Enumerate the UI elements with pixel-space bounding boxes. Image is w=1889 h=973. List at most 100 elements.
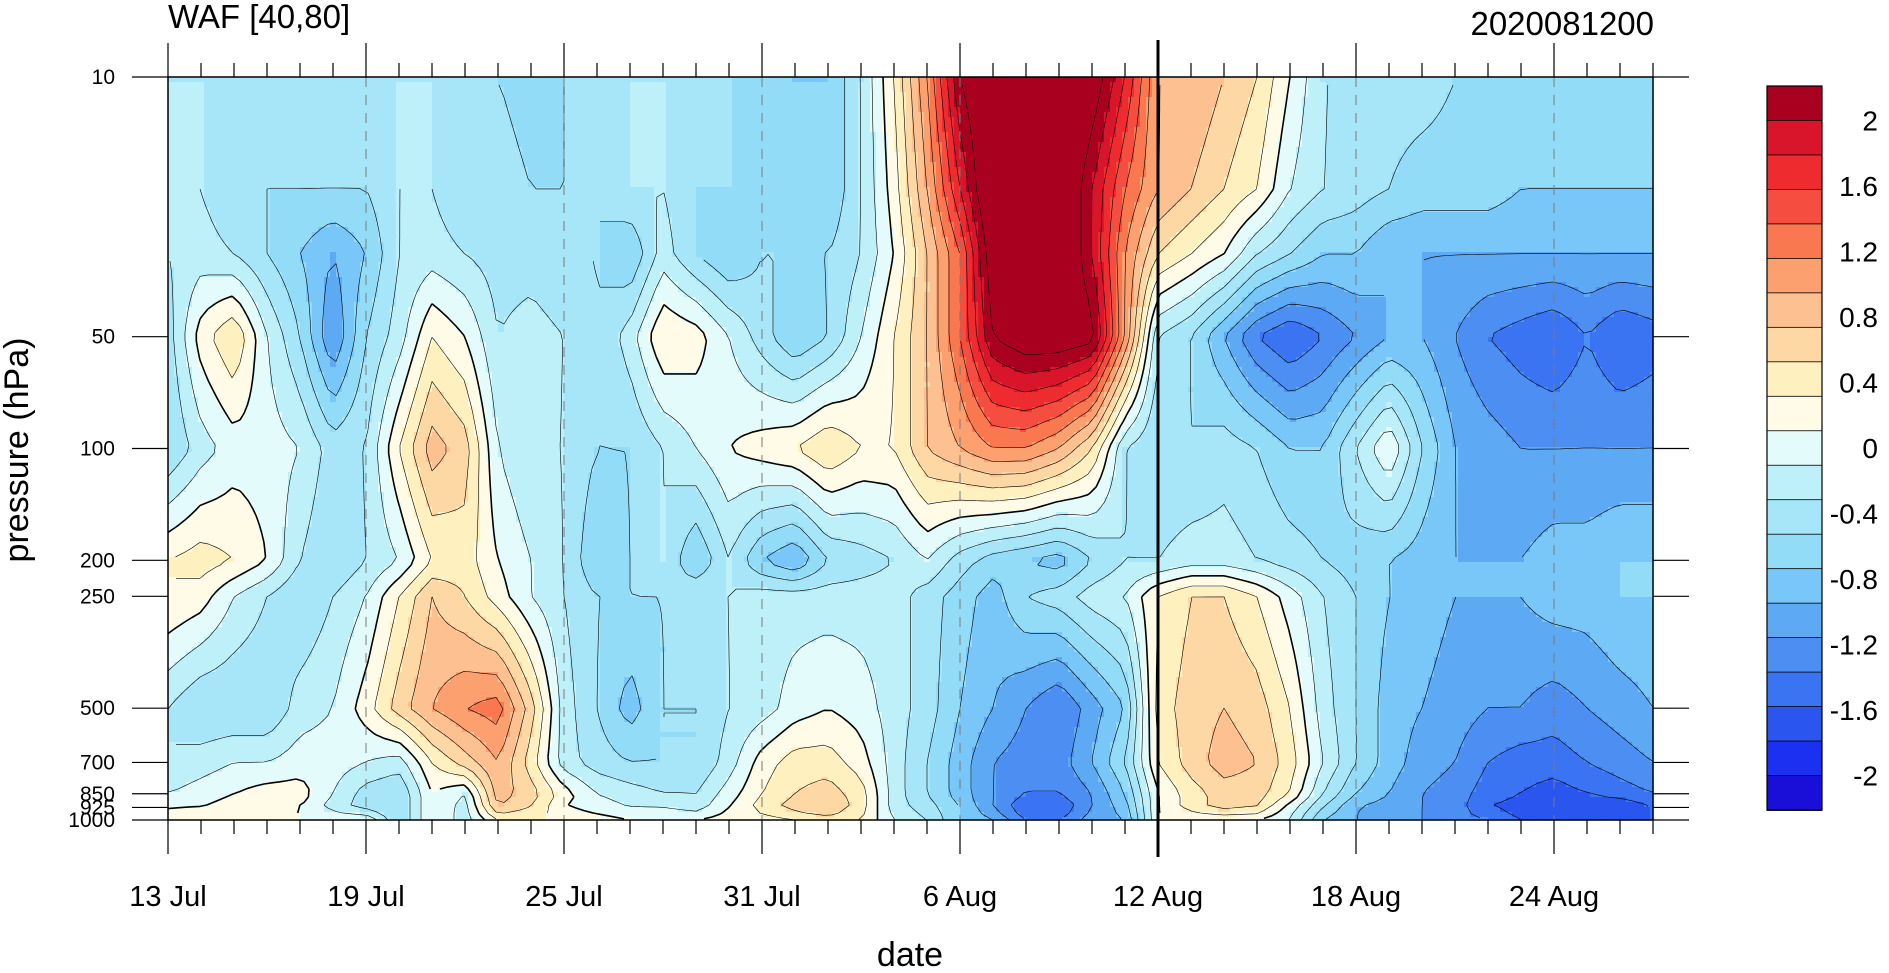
field-cell — [414, 92, 421, 98]
field-cell — [516, 82, 523, 88]
field-cell — [1494, 82, 1501, 88]
field-cell — [1254, 87, 1261, 93]
field-cell — [888, 92, 895, 98]
field-cell — [582, 87, 589, 93]
field-cell — [1518, 82, 1525, 88]
field-cell — [858, 77, 865, 83]
field-cell — [378, 87, 385, 93]
field-cell — [1056, 87, 1063, 93]
field-cell — [372, 92, 379, 98]
field-cell — [858, 87, 865, 93]
field-cell — [1116, 87, 1123, 93]
field-cell — [366, 92, 373, 98]
field-cell — [402, 92, 409, 98]
field-cell — [402, 77, 409, 83]
field-cell — [792, 77, 799, 83]
field-cell — [174, 92, 181, 98]
field-cell — [768, 92, 775, 98]
field-cell — [480, 87, 487, 93]
field-cell — [1236, 92, 1243, 98]
field-cell — [576, 92, 583, 98]
field-cell — [1476, 87, 1483, 93]
field-cell — [942, 92, 949, 98]
field-cell — [696, 92, 703, 98]
field-cell — [690, 82, 697, 88]
field-cell — [1164, 82, 1171, 88]
field-cell — [846, 77, 853, 83]
field-cell — [1368, 82, 1375, 88]
field-cell — [432, 82, 439, 88]
field-cell — [204, 92, 211, 98]
field-cell — [318, 82, 325, 88]
field-cell — [1428, 82, 1435, 88]
field-cell — [816, 77, 823, 83]
field-cell — [1344, 82, 1351, 88]
field-cell — [1212, 87, 1219, 93]
field-cell — [750, 77, 757, 83]
field-cell — [1530, 82, 1537, 88]
field-cell — [1068, 82, 1075, 88]
field-cell — [492, 92, 499, 98]
field-cell — [1176, 82, 1183, 88]
field-cell — [690, 92, 697, 98]
field-cell — [1416, 82, 1423, 88]
field-cell — [564, 77, 571, 83]
field-cell — [1242, 82, 1249, 88]
field-cell — [1308, 92, 1315, 98]
field-cell — [606, 82, 613, 88]
field-cell — [1494, 87, 1501, 93]
field-cell — [276, 92, 283, 98]
field-cell — [1434, 77, 1441, 83]
field-cell — [780, 92, 787, 98]
field-cell — [306, 92, 313, 98]
field-cell — [732, 82, 739, 88]
field-cell — [1578, 87, 1585, 93]
field-cell — [1080, 92, 1087, 98]
field-cell — [1104, 87, 1111, 93]
field-cell — [438, 77, 445, 83]
field-cell — [1254, 92, 1261, 98]
waf-contour-chart: 13 Jul 19 Jul 25 Jul 31 Jul 6 Aug 12 Aug 18 Au… — [0, 0, 1889, 968]
field-cell — [996, 82, 1003, 88]
field-cell — [1422, 77, 1429, 83]
field-cell — [1050, 82, 1057, 88]
field-cell — [294, 87, 301, 93]
field-cell — [894, 77, 901, 83]
field-cell — [1566, 87, 1573, 93]
field-cell — [1074, 92, 1081, 98]
field-cell — [984, 77, 991, 83]
field-cell — [1428, 87, 1435, 93]
field-cell — [1404, 77, 1411, 83]
field-cell — [1464, 87, 1471, 93]
field-cell — [816, 87, 823, 93]
field-cell — [264, 87, 271, 93]
field-cell — [432, 87, 439, 93]
field-cell — [690, 87, 697, 93]
field-cell — [684, 77, 691, 83]
field-cell — [1488, 87, 1495, 93]
field-cell — [534, 92, 541, 98]
field-cell — [348, 77, 355, 83]
field-cell — [732, 87, 739, 93]
field-cell — [1206, 87, 1213, 93]
field-cell — [876, 87, 883, 93]
field-cell — [582, 92, 589, 98]
field-cell — [1506, 82, 1513, 88]
field-cell — [732, 77, 739, 83]
field-cell — [870, 92, 877, 98]
field-cell — [1614, 77, 1621, 83]
field-cell — [216, 77, 223, 83]
field-cell — [618, 92, 625, 98]
field-cell — [804, 87, 811, 93]
field-cell — [642, 82, 649, 88]
field-cell — [378, 77, 385, 83]
field-cell — [1620, 87, 1627, 93]
field-cell — [852, 77, 859, 83]
field-cell — [198, 92, 205, 98]
field-cell — [192, 77, 199, 83]
field-cell — [1386, 87, 1393, 93]
field-cell — [966, 87, 973, 93]
field-cell — [984, 82, 991, 88]
field-cell — [1254, 77, 1261, 83]
field-cell — [762, 92, 769, 98]
